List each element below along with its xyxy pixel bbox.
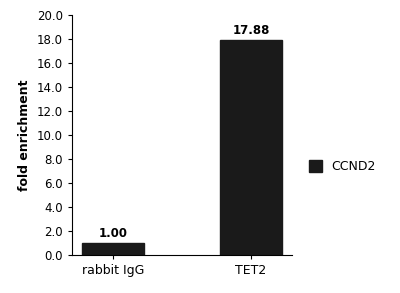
Text: 17.88: 17.88	[232, 24, 270, 37]
Legend: CCND2: CCND2	[309, 160, 376, 173]
Bar	[82, 243, 144, 255]
Text: 1.00: 1.00	[98, 227, 128, 240]
Y-axis label: fold enrichment: fold enrichment	[18, 79, 31, 190]
Bar	[220, 40, 282, 255]
